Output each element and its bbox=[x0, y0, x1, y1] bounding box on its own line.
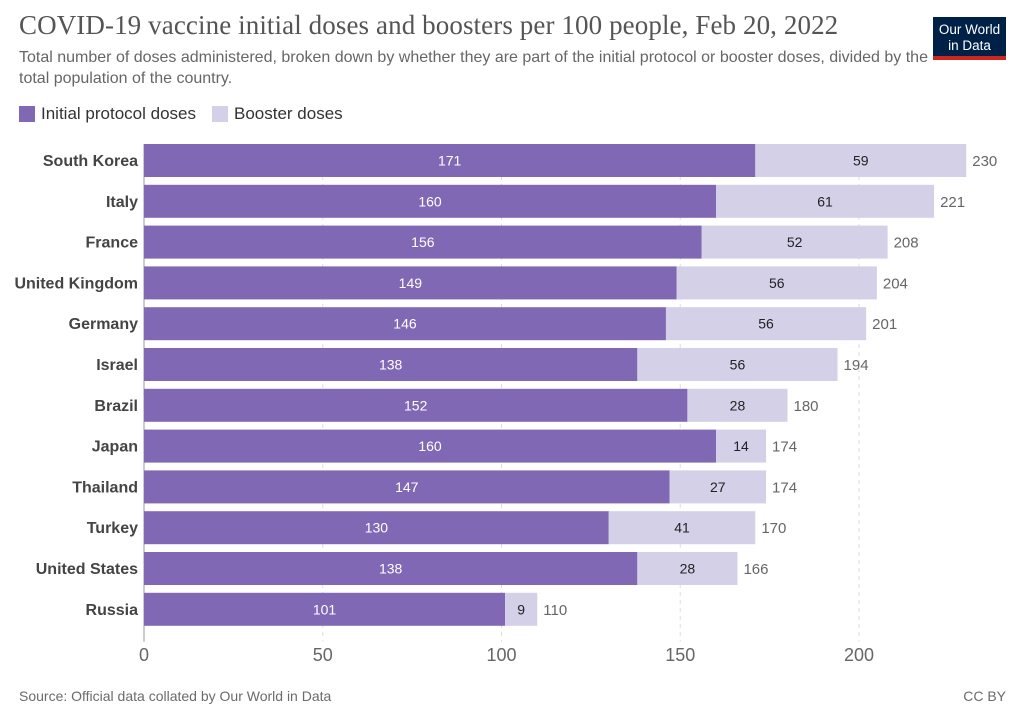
total-label-united-states: 166 bbox=[743, 561, 768, 578]
bar-initial-united-states bbox=[144, 552, 638, 585]
legend-label-booster: Booster doses bbox=[233, 104, 343, 123]
bar-initial-japan bbox=[144, 429, 716, 463]
category-label-japan: Japan bbox=[92, 439, 138, 456]
owid-logo[interactable]: Our World in Data bbox=[933, 17, 1006, 60]
category-label-russia: Russia bbox=[86, 602, 139, 619]
chart-title: COVID-19 vaccine initial doses and boost… bbox=[19, 10, 839, 40]
source-note: Source: Official data collated by Our Wo… bbox=[19, 688, 332, 704]
value-label-booster-thailand: 27 bbox=[710, 479, 726, 495]
bar-booster-brazil bbox=[687, 388, 788, 422]
legend-item-booster[interactable]: Booster doses bbox=[211, 104, 343, 124]
value-label-booster-brazil: 28 bbox=[730, 397, 746, 413]
value-label-initial-turkey: 130 bbox=[365, 520, 389, 536]
value-label-initial-russia: 101 bbox=[313, 601, 337, 617]
bar-booster-germany bbox=[665, 307, 867, 341]
bar-booster-united-states bbox=[637, 552, 738, 585]
bar-booster-south-korea bbox=[755, 144, 967, 177]
x-tick-label-200: 200 bbox=[844, 645, 874, 665]
total-label-italy: 221 bbox=[940, 194, 965, 211]
category-label-italy: Italy bbox=[106, 194, 138, 211]
total-label-thailand: 174 bbox=[772, 479, 797, 496]
bar-booster-thailand bbox=[669, 470, 767, 504]
value-label-booster-france: 52 bbox=[787, 234, 803, 250]
value-label-initial-south-korea: 171 bbox=[438, 153, 462, 169]
category-label-united-kingdom: United Kingdom bbox=[14, 275, 138, 292]
legend: Initial protocol doses Booster doses bbox=[19, 104, 359, 124]
bar-initial-germany bbox=[144, 307, 666, 341]
bar-booster-japan bbox=[716, 429, 767, 463]
category-label-united-states: United States bbox=[36, 561, 138, 578]
value-label-booster-united-states: 28 bbox=[680, 561, 696, 577]
value-label-initial-thailand: 147 bbox=[395, 479, 419, 495]
total-label-germany: 201 bbox=[872, 316, 897, 333]
x-tick-label-150: 150 bbox=[665, 645, 695, 665]
value-label-initial-france: 156 bbox=[411, 234, 435, 250]
total-label-brazil: 180 bbox=[794, 398, 819, 415]
bar-booster-turkey bbox=[608, 511, 756, 545]
bar-booster-united-kingdom bbox=[676, 266, 877, 300]
bar-initial-thailand bbox=[144, 470, 670, 504]
bar-initial-italy bbox=[144, 184, 716, 218]
bar-booster-france bbox=[701, 225, 888, 259]
category-label-thailand: Thailand bbox=[72, 479, 138, 496]
total-label-united-kingdom: 204 bbox=[883, 275, 908, 292]
total-label-israel: 194 bbox=[844, 357, 869, 374]
value-label-initial-united-states: 138 bbox=[379, 561, 403, 577]
legend-item-initial[interactable]: Initial protocol doses bbox=[19, 104, 196, 124]
value-label-initial-japan: 160 bbox=[418, 438, 442, 454]
logo-line-1: Our World bbox=[938, 22, 1001, 37]
logo-line-2: in Data bbox=[948, 38, 991, 53]
value-label-initial-brazil: 152 bbox=[404, 397, 428, 413]
value-label-booster-germany: 56 bbox=[758, 316, 774, 332]
total-label-france: 208 bbox=[894, 235, 919, 252]
bar-initial-israel bbox=[144, 348, 638, 381]
chart-subtitle: Total number of doses administered, brok… bbox=[19, 49, 928, 87]
bar-initial-turkey bbox=[144, 511, 609, 545]
legend-swatch-initial bbox=[19, 106, 35, 122]
total-label-japan: 174 bbox=[772, 439, 797, 456]
bar-booster-italy bbox=[716, 184, 935, 218]
value-label-initial-germany: 146 bbox=[393, 316, 417, 332]
total-label-russia: 110 bbox=[543, 602, 567, 619]
license-link[interactable]: CC BY bbox=[963, 688, 1006, 704]
value-label-booster-italy: 61 bbox=[817, 193, 833, 209]
legend-swatch-booster bbox=[211, 106, 228, 122]
x-tick-label-100: 100 bbox=[486, 645, 516, 665]
value-label-booster-japan: 14 bbox=[733, 438, 749, 454]
value-label-booster-israel: 56 bbox=[730, 357, 746, 373]
value-label-initial-israel: 138 bbox=[379, 357, 403, 373]
bar-booster-russia bbox=[505, 592, 538, 626]
bar-initial-france bbox=[144, 225, 702, 259]
legend-label-initial: Initial protocol doses bbox=[41, 104, 196, 123]
value-label-booster-turkey: 41 bbox=[674, 520, 690, 536]
total-label-turkey: 170 bbox=[761, 520, 786, 537]
bar-initial-united-kingdom bbox=[144, 266, 677, 300]
value-label-booster-south-korea: 59 bbox=[853, 153, 869, 169]
category-label-israel: Israel bbox=[96, 357, 138, 374]
x-tick-label-50: 50 bbox=[313, 645, 333, 665]
category-label-brazil: Brazil bbox=[94, 398, 138, 415]
bar-initial-russia bbox=[144, 592, 506, 626]
value-label-booster-united-kingdom: 56 bbox=[769, 275, 785, 291]
category-label-turkey: Turkey bbox=[87, 520, 138, 537]
x-tick-label-0: 0 bbox=[139, 645, 149, 665]
total-label-south-korea: 230 bbox=[972, 153, 997, 170]
value-label-initial-italy: 160 bbox=[418, 193, 442, 209]
bar-initial-brazil bbox=[144, 388, 688, 422]
category-label-germany: Germany bbox=[69, 316, 138, 333]
bar-initial-south-korea bbox=[144, 144, 756, 177]
value-label-initial-united-kingdom: 149 bbox=[399, 275, 423, 291]
bar-booster-israel bbox=[637, 348, 838, 381]
value-label-booster-russia: 9 bbox=[517, 601, 525, 617]
category-label-south-korea: South Korea bbox=[43, 153, 138, 170]
category-label-france: France bbox=[86, 235, 139, 252]
